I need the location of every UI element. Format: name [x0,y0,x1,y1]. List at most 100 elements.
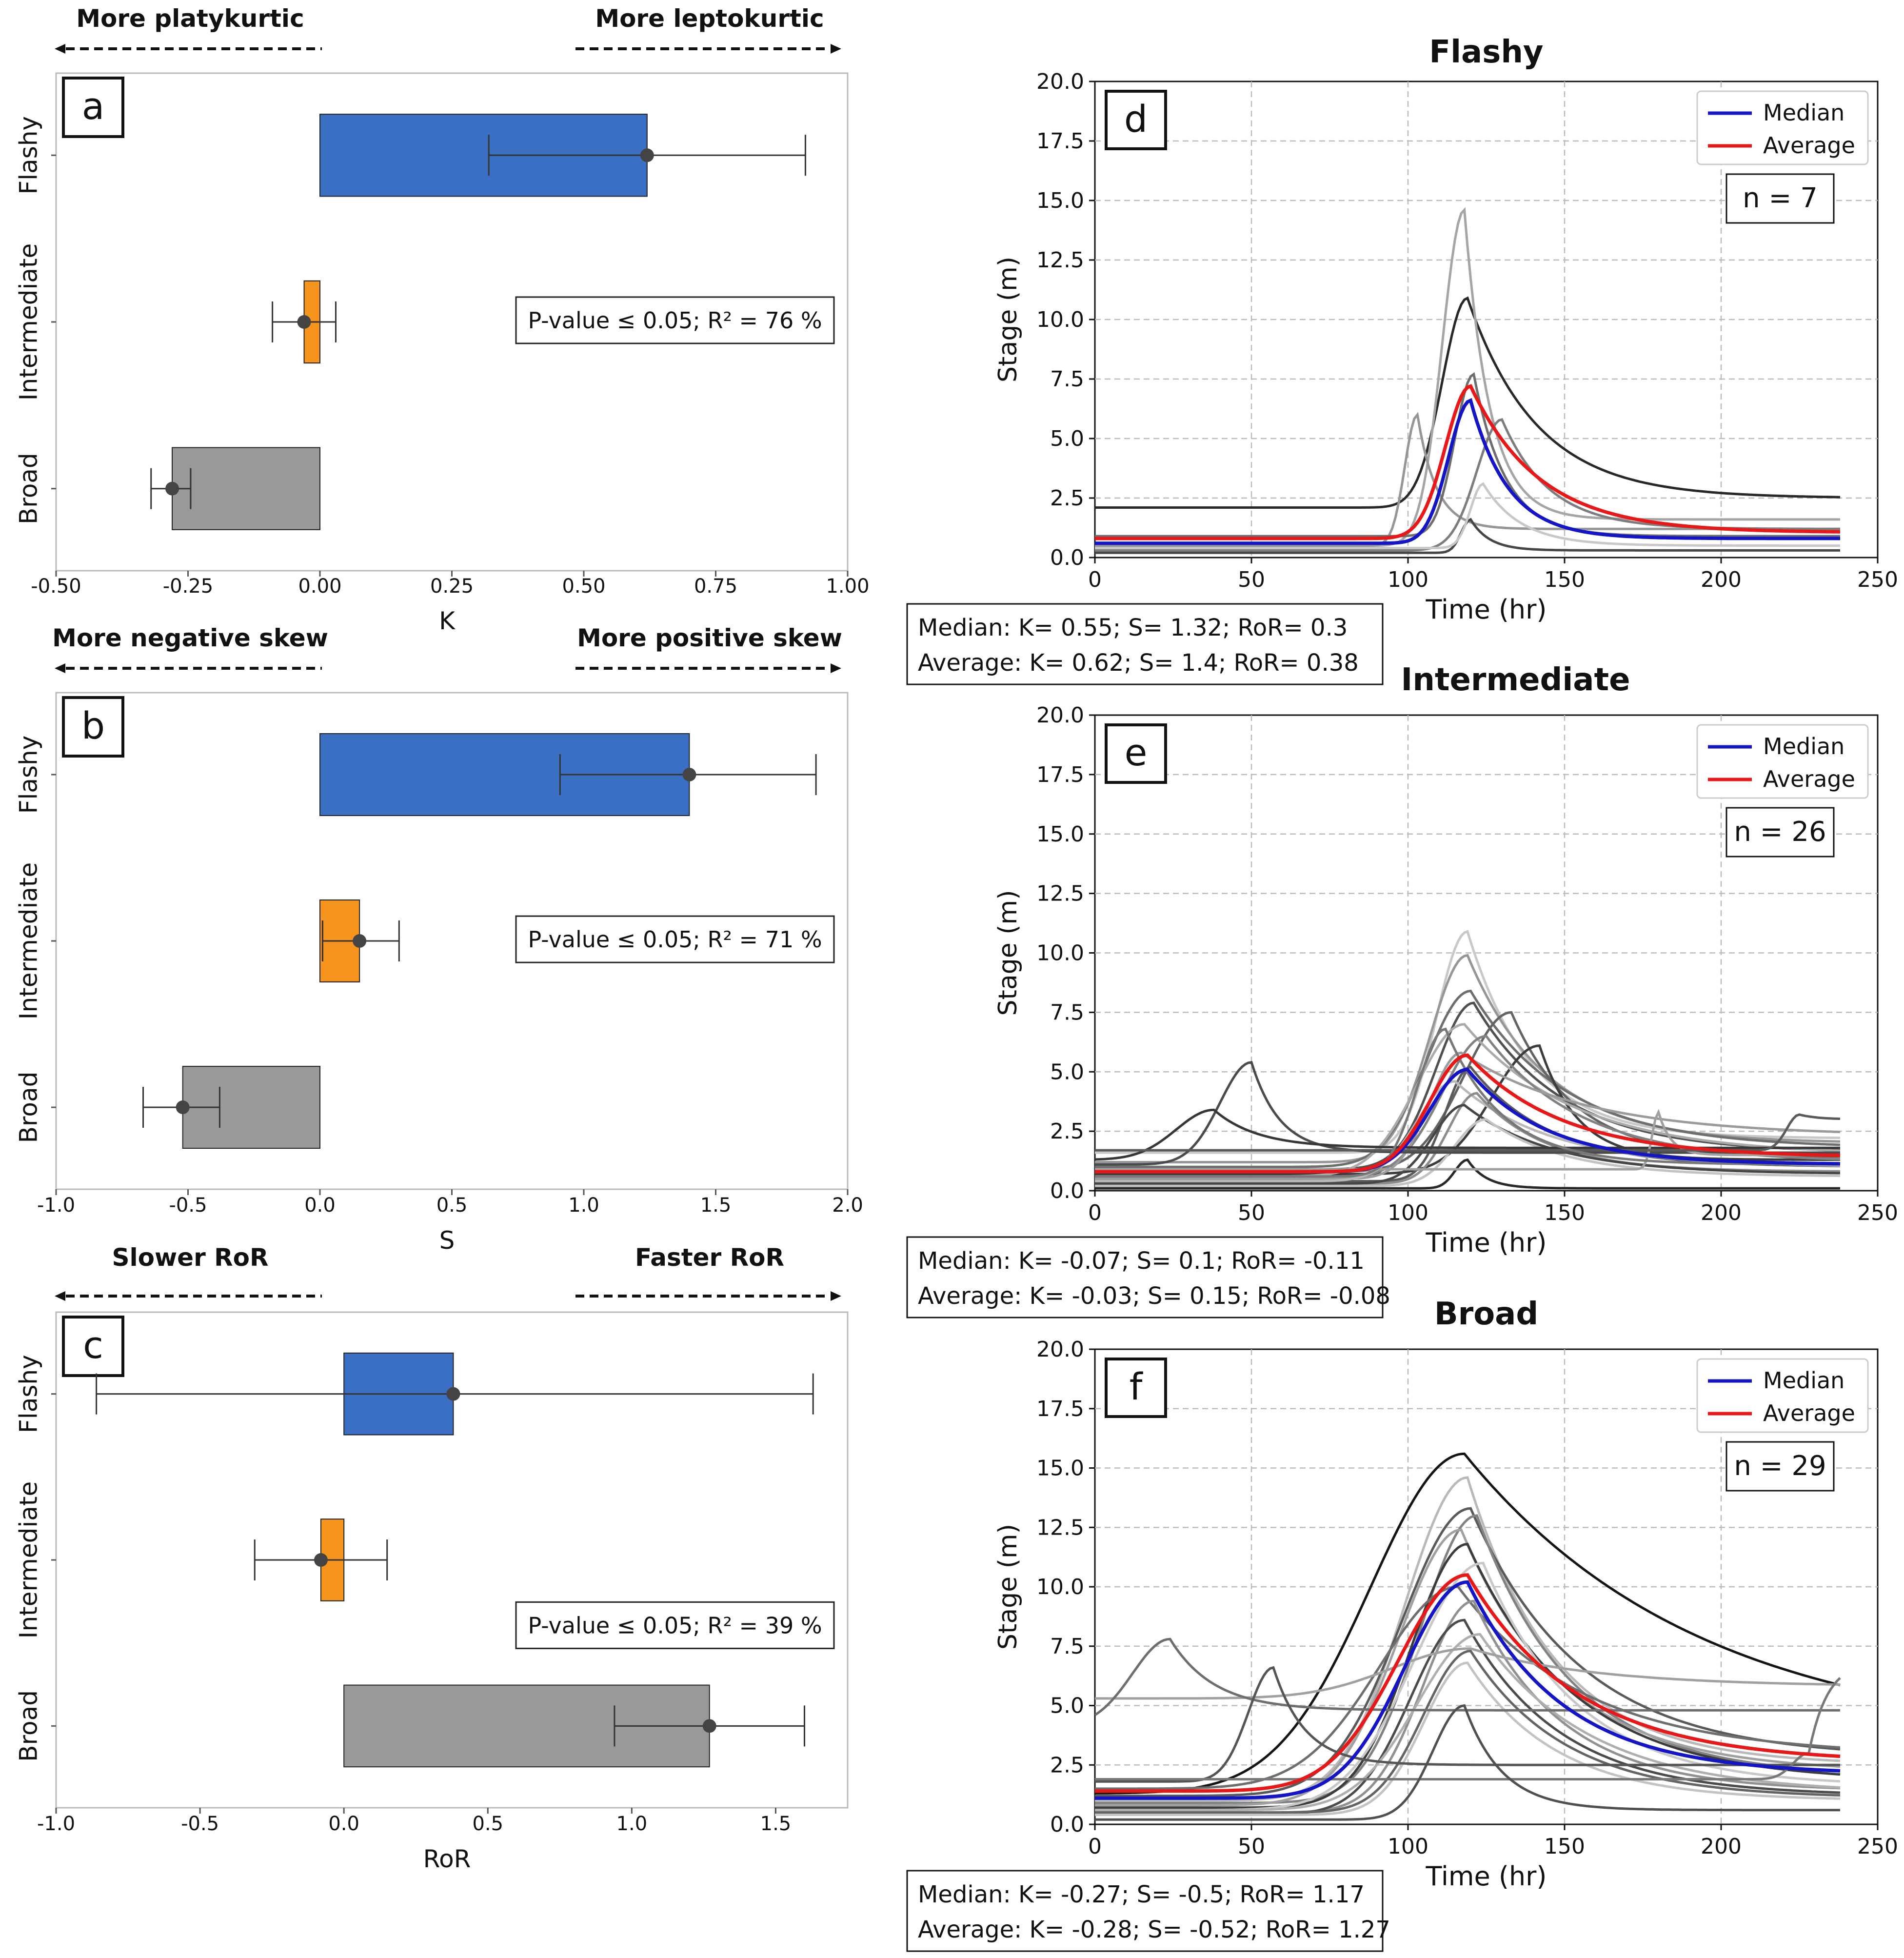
event-line [1095,1027,1840,1178]
left-direction-label: More negative skew [52,624,328,652]
event-line [1095,1452,1841,1795]
panel-letter: d [1124,97,1148,140]
y-tick-label: 20.0 [1036,69,1084,94]
n-count-box [1726,1441,1835,1492]
panel-letter-box [1105,1358,1167,1418]
event-line [1095,1507,1841,1798]
panel-letter: a [82,84,105,128]
y-tick-label: 12.5 [1036,248,1084,273]
median-line [1095,398,1840,545]
x-tick-label: 0.0 [328,1813,359,1835]
x-tick-label: 0.5 [436,1194,468,1217]
panel-title: Intermediate [1401,662,1630,698]
y-tick-label: 5.0 [1050,426,1084,451]
y-tick-label: 17.5 [1036,1397,1084,1421]
event-line [1095,1514,1841,1804]
y-axis-label: Stage (m) [993,257,1023,382]
left-arrow-head [55,1291,65,1301]
y-axis-label: Stage (m) [993,1524,1023,1650]
y-tick-label: 15.0 [1036,1456,1084,1481]
y-tick-label: 2.5 [1050,486,1084,511]
right-direction-label: Faster RoR [635,1243,784,1272]
x-tick-label: 150 [1544,1200,1585,1225]
stats-box [906,1870,1384,1952]
left-arrow-head [55,663,65,673]
panel-title: Broad [1434,1296,1538,1332]
event-line [1095,482,1840,549]
legend-average-label: Average [1763,766,1855,792]
category-label: Flashy [15,1355,43,1433]
y-tick-label: 10.0 [1036,307,1084,332]
x-axis-label: Time (hr) [1426,1861,1547,1892]
right-arrow-head [831,663,841,673]
x-tick-label: 250 [1857,1200,1898,1225]
x-tick-label: 0.25 [430,575,474,598]
category-label: Broad [15,1690,43,1762]
event-line [1095,1661,1841,1816]
x-tick-label: -0.50 [31,575,81,598]
event-line [1095,1704,1840,1821]
panel-letter-box [1105,723,1167,784]
panel-letter-box [1105,90,1167,150]
bar-panel-c: Slower RoR Faster RoR c -1.0 -0.5 0.0 0.5 1.0 1.… [15,1243,849,1873]
y-axis-label: Stage (m) [993,890,1023,1016]
event-line [1095,1476,1841,1802]
category-label: Intermediate [15,243,43,401]
x-tick-label: 1.00 [826,575,869,598]
left-bar-panels: More platykurtic More leptokurtic a -0.50 -0… [15,4,870,1873]
line-panel-e: Intermediate 0 50 100 150 200 250 0.0 2.5 5.0 7.5 1… [906,662,1898,1319]
category-label: Flashy [15,116,43,195]
y-tick-label: 17.5 [1036,129,1084,154]
annotation-text: P-value ≤ 0.05; R² = 71 % [528,926,822,953]
y-tick-label: 2.5 [1050,1119,1084,1144]
y-tick-label: 15.0 [1036,822,1084,847]
bar-panel-a: More platykurtic More leptokurtic a -0.50 -0… [15,4,870,635]
x-axis-label: Time (hr) [1426,1227,1547,1258]
x-tick-label: 0 [1088,1200,1102,1225]
panel-letter-box [62,77,124,138]
event-line [1095,1585,1841,1790]
x-tick-label: 1.5 [700,1194,732,1217]
annotation-box [515,296,835,344]
average-line [1095,384,1841,540]
mean-point [682,767,696,781]
event-lines [1095,207,1841,554]
legend-median-label: Median [1763,1367,1844,1394]
category-label: Flashy [15,736,43,814]
y-tick-label: 17.5 [1036,762,1084,787]
x-tick-label: 100 [1388,1834,1428,1859]
panel-title: Flashy [1429,34,1543,70]
x-axis-label: Time (hr) [1426,594,1547,625]
event-line [1095,1649,1841,1814]
n-count: n = 29 [1734,1450,1826,1482]
event-line [1095,1118,1841,1187]
x-tick-label: 50 [1238,1200,1265,1225]
x-tick-label: -0.5 [181,1813,219,1835]
y-tick-label: 0.0 [1050,545,1084,570]
y-tick-label: 7.5 [1050,1634,1084,1659]
panel-letter: b [81,704,105,747]
left-direction-label: Slower RoR [112,1243,268,1272]
average-line [1095,1053,1841,1174]
x-tick-label: 0.75 [694,575,737,598]
left-arrow-head [55,44,65,54]
category-label: Intermediate [15,862,43,1020]
annotation-box [515,915,835,963]
median-stats: Median: K= -0.27; S= -0.5; RoR= 1.17 [918,1881,1365,1908]
panel-letter-box [62,696,124,758]
event-line [1095,1666,1840,1783]
category-label: Broad [15,453,43,524]
x-tick-label: -1.0 [37,1813,75,1835]
x-axis-label: RoR [423,1845,471,1873]
event-line [1095,1103,1840,1185]
x-tick-label: 100 [1388,1200,1428,1225]
median-stats: Median: K= 0.55; S= 1.32; RoR= 0.3 [918,614,1348,641]
x-tick-label: 0.50 [562,575,605,598]
right-arrow-head [831,44,841,54]
y-tick-label: 10.0 [1036,941,1084,966]
right-direction-label: More positive skew [577,624,842,652]
average-line [1095,1573,1841,1793]
median-stats: Median: K= -0.07; S= 0.1; RoR= -0.11 [918,1247,1365,1275]
x-tick-label: 50 [1238,1834,1265,1859]
